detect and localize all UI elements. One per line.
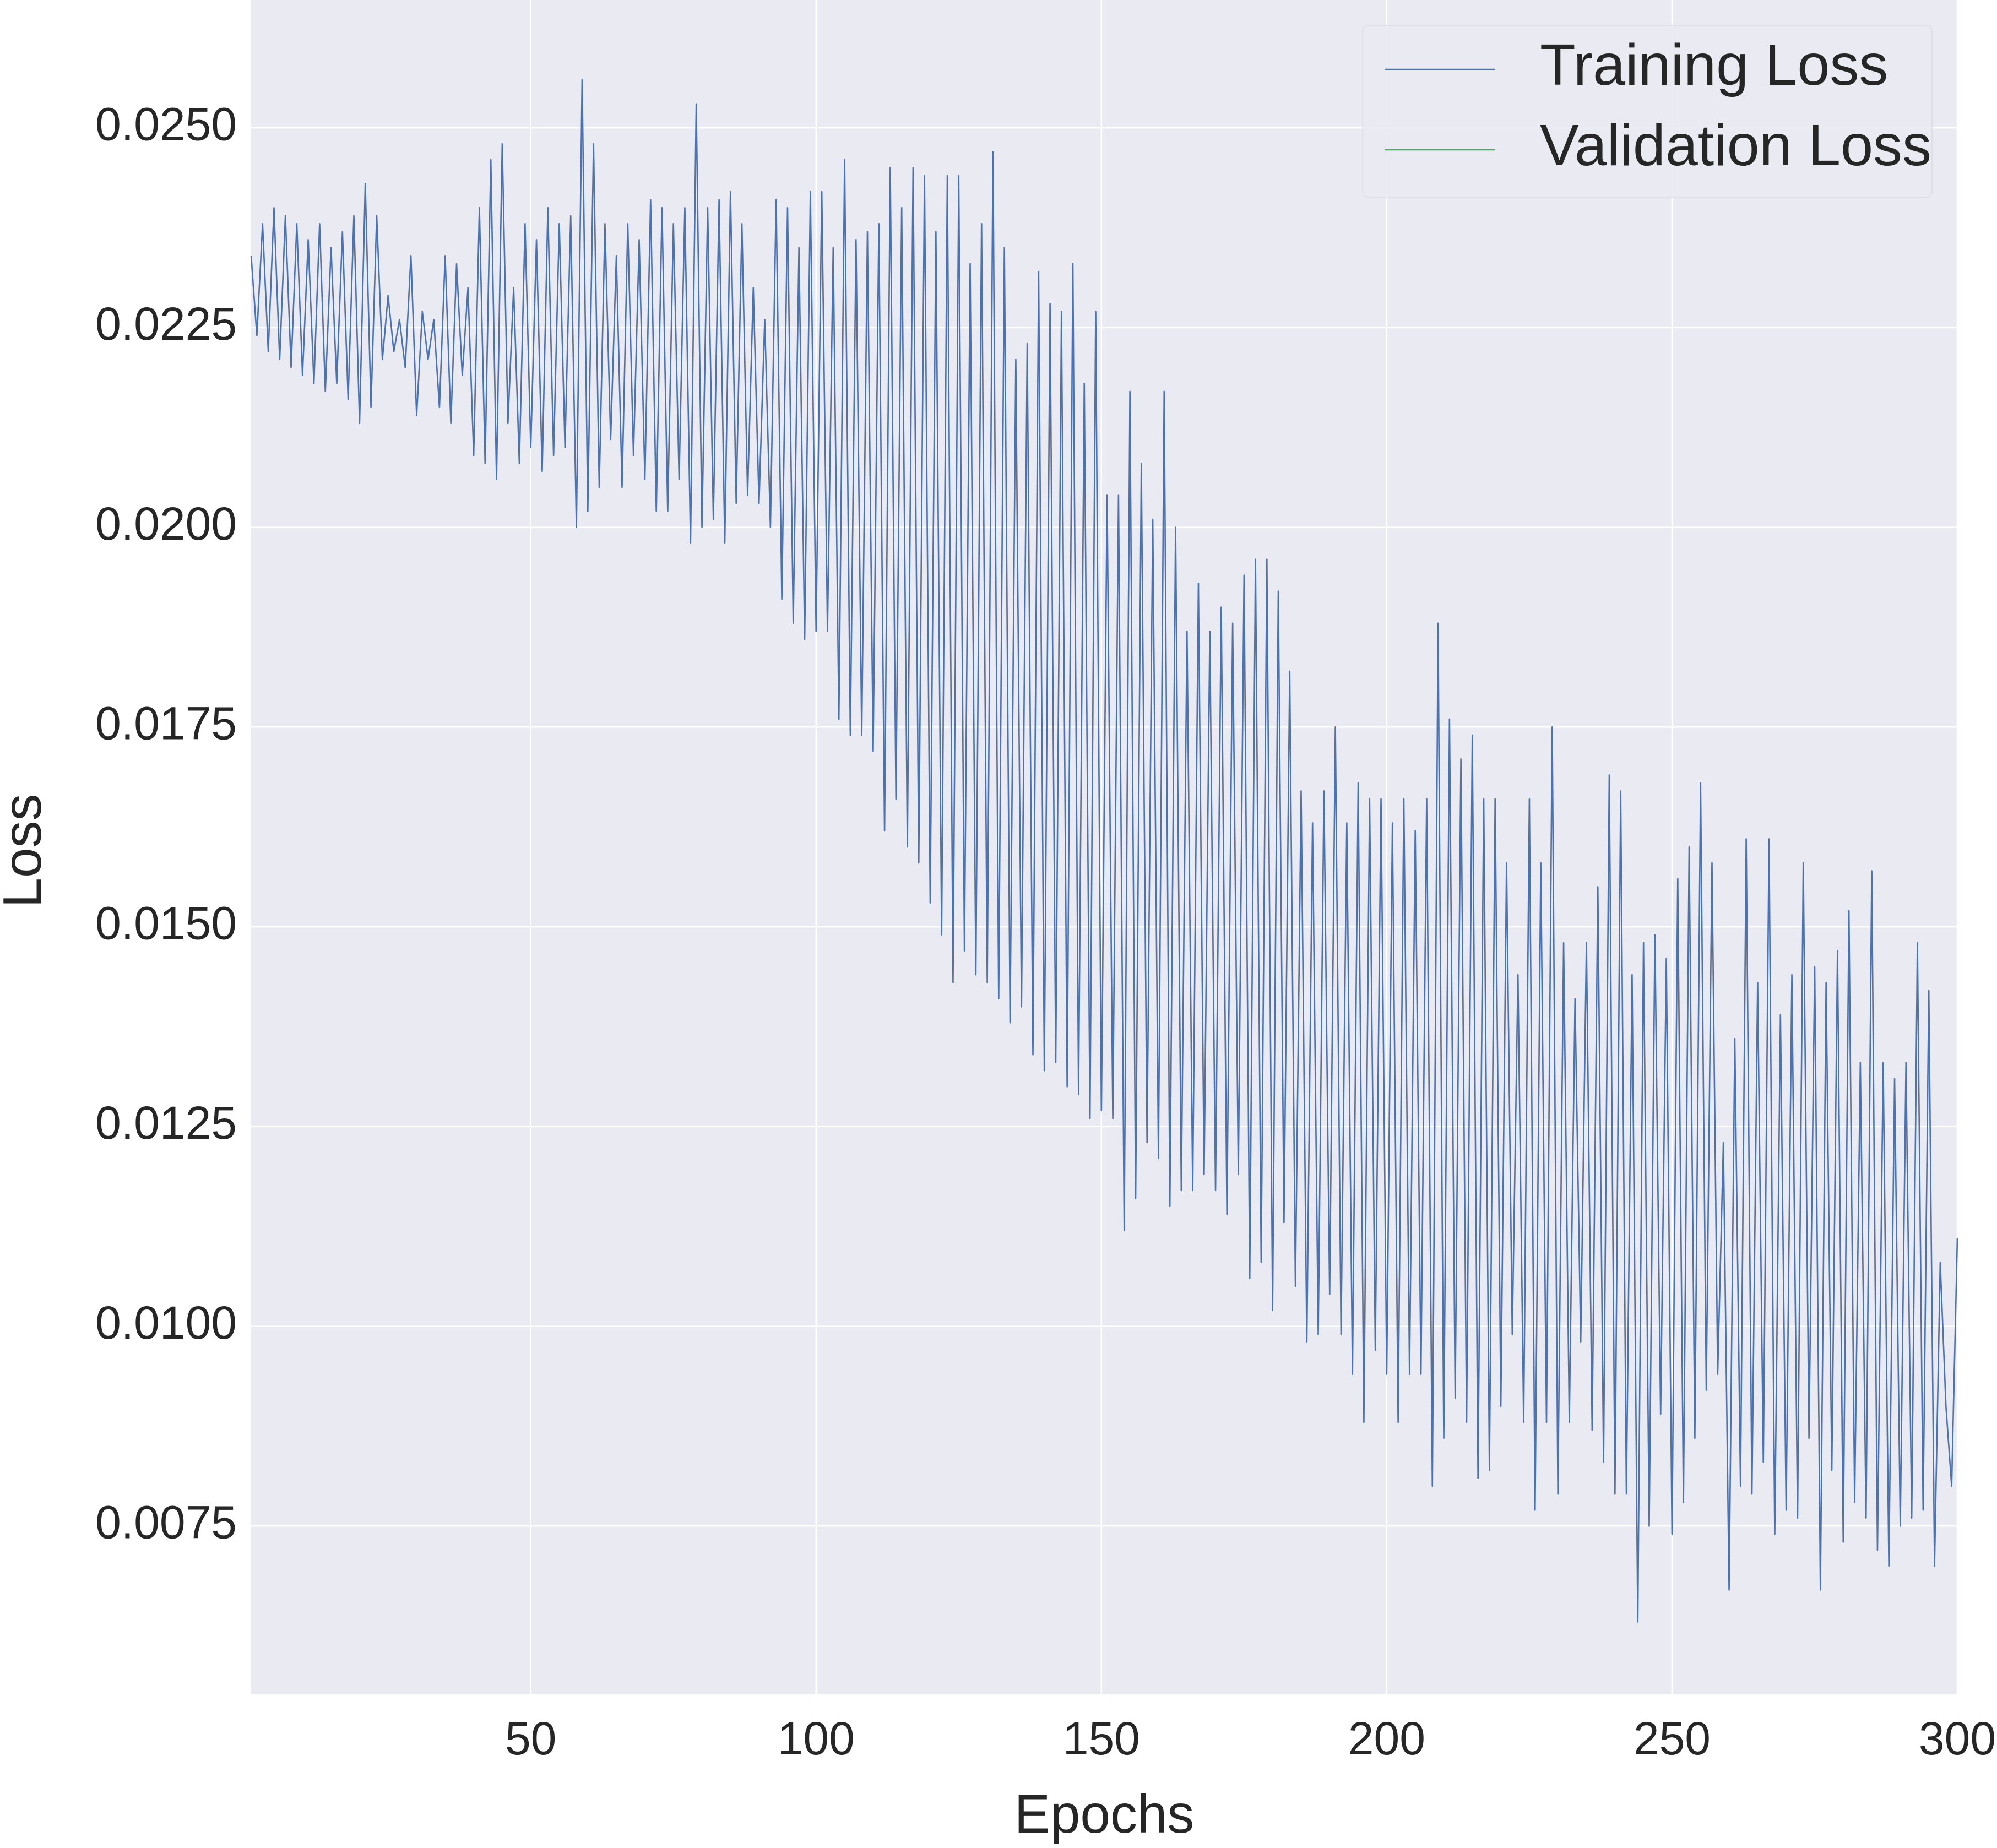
ticks: 0.0075 0.0100 0.0125 0.0150 0.0175 0.0200 0.02… xyxy=(95,98,1996,1764)
x-tick-label: 100 xyxy=(778,1713,855,1764)
x-tick-label: 300 xyxy=(1919,1713,1996,1764)
y-tick-label: 0.0100 xyxy=(95,1297,237,1349)
x-tick-label: 50 xyxy=(505,1713,556,1764)
legend-label: Training Loss xyxy=(1540,32,1888,97)
y-tick-label: 0.0225 xyxy=(95,298,237,350)
y-axis-label: Loss xyxy=(0,793,52,907)
y-tick-label: 0.0250 xyxy=(95,98,237,150)
x-tick-label: 150 xyxy=(1063,1713,1140,1764)
legend: Training Loss Validation Loss xyxy=(1362,25,1933,198)
x-axis-label: Epochs xyxy=(1014,1784,1195,1844)
legend-label: Validation Loss xyxy=(1540,113,1931,178)
series-line xyxy=(250,79,1958,1623)
y-tick-label: 0.0075 xyxy=(95,1496,237,1548)
x-tick-label: 200 xyxy=(1348,1713,1425,1764)
y-tick-label: 0.0200 xyxy=(95,498,237,550)
grid xyxy=(251,0,1958,1694)
y-tick-label: 0.0125 xyxy=(95,1097,237,1149)
legend-box xyxy=(1362,25,1933,198)
x-tick-label: 250 xyxy=(1634,1713,1711,1764)
y-tick-label: 0.0175 xyxy=(95,698,237,749)
lines xyxy=(250,79,1958,1623)
y-tick-label: 0.0150 xyxy=(95,897,237,949)
